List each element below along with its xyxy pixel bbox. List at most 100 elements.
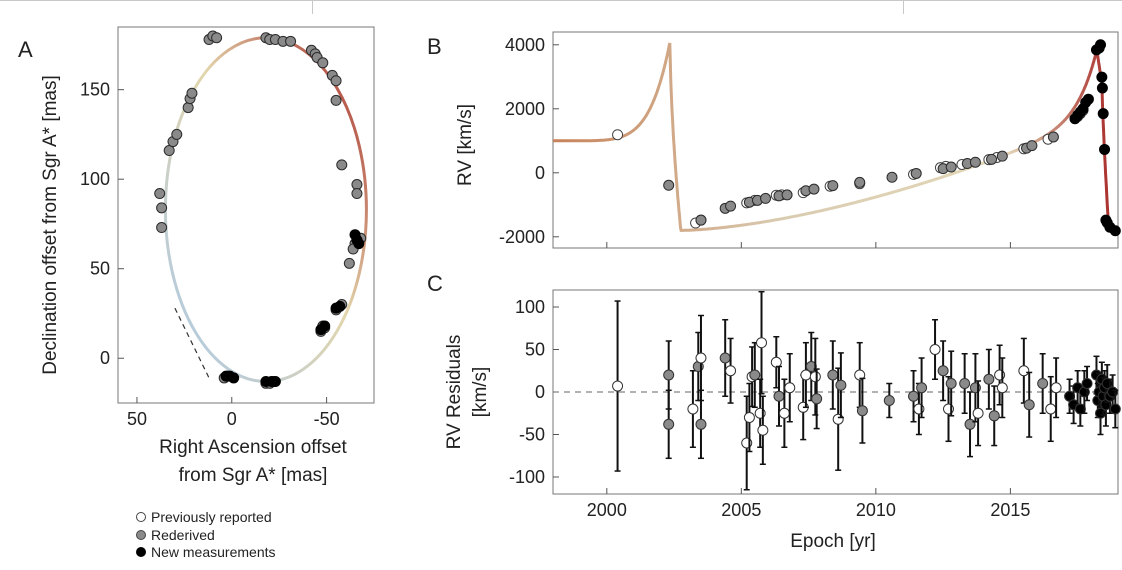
panel-c-point-rederived-1 [663, 369, 675, 381]
panel-c-point-rederived-12 [749, 369, 761, 381]
panel-a-point-rederived-2 [156, 222, 168, 234]
panel-b-label: B [427, 34, 442, 59]
panel-b-point-rederived-11 [827, 180, 839, 192]
panel-b-point-rederived-0 [663, 179, 675, 191]
panel-b-point-new-9 [1096, 71, 1108, 83]
panel-b-point-rederived-6 [760, 192, 772, 204]
panel-c-xtick-label-2: 2010 [856, 500, 896, 520]
panel-c-ylabel-2: [km/s] [470, 367, 491, 418]
panel-c-ylabel-1: RV Residuals [444, 335, 465, 450]
panel-a-point-rederived-24 [336, 159, 348, 171]
panel-c-ytick-label-0: -100 [509, 467, 545, 487]
panel-b-point-rederived-12 [854, 176, 866, 188]
panel-c-point-previous-45 [996, 382, 1008, 394]
panel-a-frame [117, 26, 375, 404]
panel-a-point-rederived-30 [343, 257, 355, 269]
panel-b-point-new-12 [1099, 143, 1111, 155]
panel-a-point-rederived-26 [351, 188, 363, 200]
panel-c-point-previous-10 [743, 412, 755, 423]
rv-curve [553, 42, 1119, 234]
legend-label-new: New measurements [151, 544, 276, 560]
panel-b: -2000 0 2000 4000 RV [km/s] [455, 31, 1121, 249]
top-divider-mark-1 [312, 0, 313, 14]
panel-c-frame [552, 289, 1119, 495]
panel-c-ytick-label-3: 50 [525, 340, 545, 360]
panel-c-point-previous-19 [784, 382, 796, 394]
panel-b-point-rederived-22 [1026, 140, 1038, 152]
panel-a-point-new-7 [315, 324, 327, 336]
pericenter-line [174, 307, 210, 379]
panel-c-point-new-68 [1109, 403, 1121, 415]
panel-c-point-rederived-38 [959, 378, 971, 389]
panel-b-point-rederived-23 [1047, 131, 1059, 143]
panel-b-ytick-label-3: 4000 [505, 35, 545, 55]
panel-b-point-rederived-18 [969, 156, 981, 168]
panel-b-point-rederived-10 [808, 183, 820, 195]
panel-c-xlabel: Epoch [yr] [790, 531, 876, 552]
panel-a-ylabel: Declination offset from Sgr A* [mas] [40, 75, 61, 375]
panel-c-point-rederived-33 [916, 382, 928, 394]
panel-b-point-rederived-19 [986, 153, 998, 165]
panel-a-point-new-2 [228, 372, 240, 384]
panel-a-point-rederived-20 [317, 57, 329, 69]
panel-c-point-rederived-37 [945, 378, 957, 389]
panel-c-xtick-label-0: 2000 [587, 500, 627, 520]
legend-label-rederived: Rederived [151, 527, 215, 543]
panel-b-ticks: -2000 0 2000 4000 [499, 35, 1011, 248]
legend-marker-rederived [136, 530, 146, 540]
panel-c-point-previous-46 [1018, 365, 1030, 377]
panel-b-ylabel: RV [km/s] [455, 104, 476, 186]
panel-a-ytick-label-2: 100 [80, 169, 110, 189]
panel-b-point-rederived-14 [910, 167, 922, 179]
panel-c-point-rederived-47 [1023, 399, 1035, 411]
panel-b-point-rederived-8 [781, 189, 793, 201]
panel-a-ytick-label-1: 50 [90, 259, 110, 279]
panel-a-ytick-label-0: 0 [100, 348, 110, 368]
panel-c-point-previous-14 [756, 337, 768, 349]
panel-a-point-rederived-6 [182, 102, 194, 114]
panel-c-point-previous-28 [854, 369, 866, 381]
panel-b-point-new-16 [1109, 225, 1121, 237]
panel-c-point-previous-23 [809, 371, 821, 383]
panel-a-xtick-label-2: -50 [314, 409, 340, 429]
panel-c-point-previous-0 [612, 380, 624, 392]
panel-c-point-previous-3 [687, 403, 699, 415]
panel-c-point-previous-34 [929, 344, 941, 355]
panel-a-xtick-label-1: 0 [227, 409, 237, 429]
panel-b-ytick-label-1: 0 [535, 163, 545, 183]
panel-c-point-rederived-30 [883, 395, 895, 406]
panel-c-ticks: 2000 2005 2010 2015 -100 -50 0 50 100 [509, 297, 1030, 520]
panel-c-point-previous-6 [695, 352, 707, 364]
panel-a-xlabel-1: Right Ascension offset [159, 437, 347, 458]
panel-a-point-rederived-11 [211, 32, 223, 44]
top-divider-mark-2 [903, 0, 904, 14]
panel-b-point-rederived-20 [996, 150, 1008, 162]
panel-b-point-previous-0 [612, 129, 624, 141]
panel-b-ytick-label-2: 2000 [505, 99, 545, 119]
panel-c-point-rederived-5 [695, 418, 707, 430]
panel-c-point-rederived-27 [835, 379, 847, 391]
panel-a-point-rederived-23 [330, 94, 342, 106]
panel-c-point-previous-50 [1050, 382, 1062, 394]
panel-c-point-rederived-48 [1037, 378, 1049, 389]
panel-c-point-rederived-35 [937, 365, 949, 377]
panel-c-point-rederived-25 [827, 369, 839, 381]
panel-b-point-rederived-16 [945, 161, 957, 173]
panel-a-ticks: 50 0 -50 0 50 100 150 [80, 80, 340, 429]
panel-a-point-new-9 [330, 302, 342, 314]
panel-c-points [612, 290, 1121, 491]
legend-marker-previous [136, 512, 146, 522]
panel-c-point-previous-18 [778, 407, 790, 419]
panel-c-point-previous-8 [725, 365, 737, 377]
panel-b-point-new-8 [1095, 39, 1107, 51]
panel-a: 50 0 -50 0 50 100 150 Right Ascension offset f… [40, 26, 375, 486]
panel-c-point-rederived-31 [908, 390, 920, 402]
legend-marker-new [136, 547, 146, 557]
panel-b-points [612, 39, 1121, 237]
panel-c-point-rederived-43 [988, 410, 1000, 422]
panel-a-points [154, 30, 367, 389]
panel-c-point-previous-49 [1045, 403, 1057, 415]
panel-c-ytick-label-2: 0 [535, 382, 545, 402]
